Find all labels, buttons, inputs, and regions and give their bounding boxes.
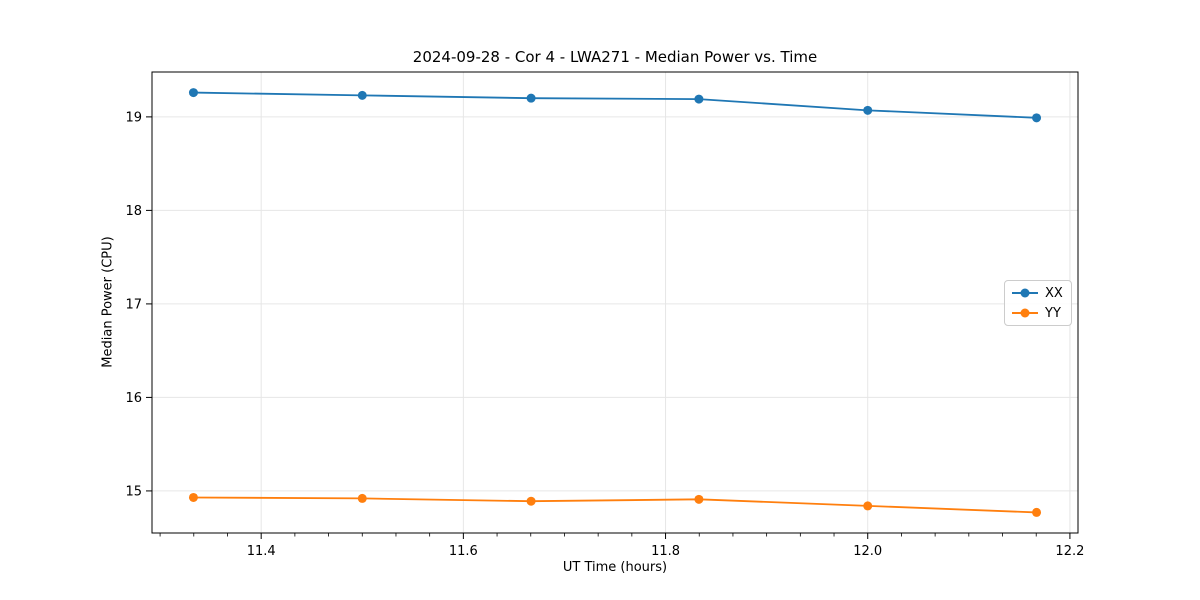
series-yy-marker [863, 501, 873, 511]
series-yy-marker [357, 493, 367, 503]
x-tick-label: 11.4 [247, 544, 276, 559]
x-tick-label: 11.8 [651, 544, 680, 559]
legend-item-xx: XX [1012, 285, 1064, 301]
legend: XX YY [1004, 280, 1072, 326]
xx-line-marker-swatch [1012, 288, 1038, 298]
yy-marker-icon [1020, 308, 1030, 318]
series-yy-marker [694, 494, 704, 504]
series-xx-marker [694, 94, 704, 104]
series-yy-marker [526, 496, 536, 506]
plot-border [151, 71, 1079, 534]
chart-title: 2024-09-28 - Cor 4 - LWA271 - Median Pow… [412, 48, 818, 66]
y-axis-label: Median Power (CPU) [100, 236, 116, 368]
series-xx-marker [863, 105, 873, 115]
series-xx-marker [526, 93, 536, 103]
series-xx-marker [1032, 113, 1042, 123]
series-xx-line [193, 91, 1037, 119]
y-tick-label: 15 [125, 484, 142, 499]
x-tick-label: 12.0 [853, 544, 882, 559]
x-tick-label: 11.6 [449, 544, 478, 559]
y-tick-label: 16 [125, 391, 142, 406]
legend-item-yy: YY [1012, 305, 1064, 321]
y-tick-label: 17 [125, 297, 142, 312]
x-axis-label: UT Time (hours) [562, 560, 668, 575]
yy-line-marker-swatch [1012, 308, 1038, 318]
legend-label-xx: XX [1045, 285, 1063, 301]
series-yy-line [193, 496, 1037, 514]
series-xx-marker [188, 88, 198, 98]
series-xx-marker [357, 90, 367, 100]
xx-marker-icon [1020, 288, 1030, 298]
legend-label-yy: YY [1045, 305, 1061, 321]
y-tick-label: 18 [125, 204, 142, 219]
x-tick-label: 12.2 [1055, 544, 1084, 559]
series-yy-marker [1032, 507, 1042, 517]
y-tick-label: 19 [125, 110, 142, 125]
series-yy-marker [188, 492, 198, 502]
